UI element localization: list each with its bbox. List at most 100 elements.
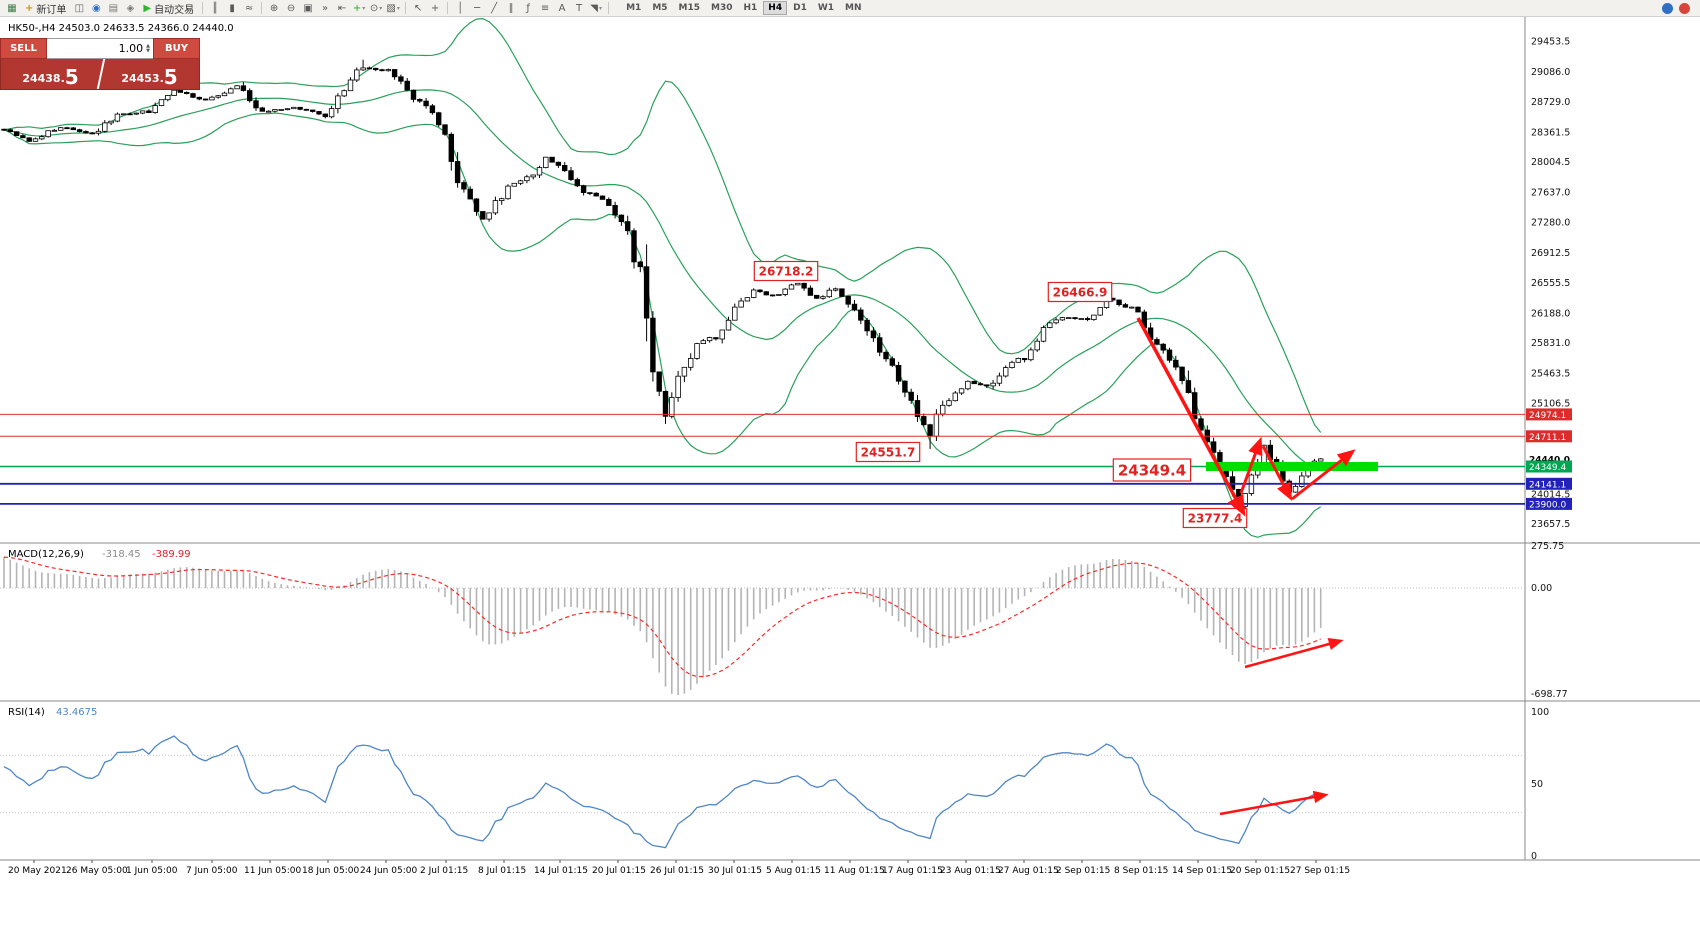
data-window-icon-glyph: ▤ — [108, 2, 119, 14]
sell-price-big-digit: 5 — [64, 65, 79, 89]
market-watch-icon[interactable]: ◉ — [88, 1, 104, 16]
svg-text:25106.5: 25106.5 — [1531, 398, 1570, 409]
price-scale[interactable] — [1525, 16, 1700, 860]
new-order-button[interactable]: + 新订单 — [21, 1, 70, 16]
svg-text:7 Jun 05:00: 7 Jun 05:00 — [186, 866, 238, 876]
cursor-icon[interactable]: ↖ — [410, 1, 426, 16]
timeframe-m5[interactable]: M5 — [652, 3, 668, 13]
toolbar-separator — [447, 2, 449, 14]
svg-text:26555.5: 26555.5 — [1531, 278, 1570, 289]
svg-text:24349.4: 24349.4 — [1118, 461, 1186, 479]
fibonacci-retracement-icon[interactable]: ƒ — [520, 1, 536, 16]
zoom-in-icon[interactable]: ⊕ — [266, 1, 282, 16]
sell-price[interactable]: 24438. 5 — [1, 59, 100, 89]
vertical-line-icon[interactable]: │ — [452, 1, 468, 16]
data-window-icon[interactable]: ▤ — [105, 1, 121, 16]
text-icon[interactable]: A — [554, 1, 570, 16]
buy-price[interactable]: 24453. 5 — [100, 59, 199, 89]
notifications-icon[interactable] — [1679, 2, 1690, 14]
line-chart-icon[interactable]: ≈ — [241, 1, 257, 16]
svg-text:23657.5: 23657.5 — [1531, 519, 1570, 530]
horizontal-line-icon-glyph: ─ — [474, 2, 481, 14]
timeframe-d1[interactable]: D1 — [793, 3, 807, 13]
dropdown-caret-icon: ▾ — [396, 4, 400, 12]
trendline-icon-glyph: ╱ — [491, 2, 498, 14]
community-icon[interactable] — [1662, 2, 1673, 14]
auto-scroll-icon[interactable]: » — [317, 1, 333, 16]
arrows-tool-icon[interactable]: ◥ ▾ — [588, 1, 604, 16]
chart-shift-icon[interactable]: ⇤ — [334, 1, 350, 16]
timeframe-m1[interactable]: M1 — [626, 3, 642, 13]
volume-value: 1.00 — [118, 42, 144, 55]
timeframe-m30[interactable]: M30 — [711, 3, 733, 13]
svg-text:14 Sep 01:15: 14 Sep 01:15 — [1172, 866, 1232, 876]
templates-icon[interactable]: ▧ ▾ — [385, 1, 401, 16]
svg-text:28004.5: 28004.5 — [1531, 157, 1570, 168]
buy-button[interactable]: BUY — [153, 38, 200, 59]
svg-text:26 May 05:00: 26 May 05:00 — [66, 866, 128, 876]
chart-windows-icon[interactable]: ◫ — [71, 1, 87, 16]
svg-text:2 Jul 01:15: 2 Jul 01:15 — [420, 866, 468, 876]
market-watch-icon-glyph: ◉ — [92, 2, 101, 14]
svg-text:0.00: 0.00 — [1531, 583, 1552, 594]
crosshair-icon[interactable]: + — [427, 1, 443, 16]
svg-text:24440.0: 24440.0 — [1529, 455, 1570, 465]
trendline-icon[interactable]: ╱ — [486, 1, 502, 16]
rsi-value: 43.4675 — [56, 707, 97, 718]
volume-input[interactable]: 1.00 ▲ ▼ — [47, 38, 153, 59]
vertical-line-icon-glyph: │ — [457, 2, 464, 14]
sell-button[interactable]: SELL — [0, 38, 47, 59]
text-label-icon[interactable]: T — [571, 1, 587, 16]
timeframe-m15[interactable]: M15 — [678, 3, 701, 13]
bar-chart-icon[interactable]: ║ — [207, 1, 223, 16]
autotrading-button-label: 自动交易 — [154, 4, 195, 16]
tile-windows-icon[interactable]: ▣ — [300, 1, 316, 16]
shapes-icon[interactable]: ≡ — [537, 1, 553, 16]
zoom-out-icon[interactable]: ⊖ — [283, 1, 299, 16]
equidistant-channel-icon[interactable]: ∥ — [503, 1, 519, 16]
toolbar-separator — [202, 2, 204, 14]
new-chart-icon-glyph: ▦ — [7, 2, 17, 14]
periods-icon-glyph: ⊙ — [369, 2, 379, 14]
indicators-icon[interactable]: + ▾ — [351, 1, 367, 16]
price-annotations[interactable]: 26718.2 26466.9 24551.7 24349.4 23777.4 — [753, 260, 1248, 529]
macd-value-main: -318.45 — [102, 549, 141, 560]
svg-text:25463.5: 25463.5 — [1531, 369, 1570, 380]
price-scale-labels: 29453.5 29086.0 28729.0 28361.5 28004.5 27637… — [1531, 37, 1570, 863]
volume-down-arrow-icon[interactable]: ▼ — [146, 47, 150, 54]
toolbar-separator — [608, 2, 610, 14]
support-zone-highlight[interactable] — [1206, 462, 1378, 471]
svg-text:11 Aug 01:15: 11 Aug 01:15 — [824, 866, 885, 876]
horizontal-lines[interactable] — [0, 413, 1525, 505]
autotrading-button[interactable]: ▶ 自动交易 — [139, 1, 198, 16]
svg-text:23900.0: 23900.0 — [1529, 500, 1566, 510]
svg-text:14 Jul 01:15: 14 Jul 01:15 — [534, 866, 588, 876]
svg-text:24 Jun 05:00: 24 Jun 05:00 — [360, 866, 417, 876]
toolbar-separator — [405, 2, 407, 14]
timeframe-w1[interactable]: W1 — [817, 3, 835, 13]
bar-chart-icon-glyph: ║ — [212, 2, 219, 14]
horizontal-line-icon[interactable]: ─ — [469, 1, 485, 16]
periods-icon[interactable]: ⊙ ▾ — [368, 1, 384, 16]
one-click-trading-panel: SELL 1.00 ▲ ▼ BUY 24438. 5 24453. 5 — [0, 38, 200, 90]
time-axis[interactable] — [0, 860, 1700, 878]
timeframe-h4[interactable]: H4 — [763, 1, 788, 15]
timeframe-mn[interactable]: MN — [845, 3, 862, 13]
cursor-icon-glyph: ↖ — [413, 2, 423, 14]
trend-arrows[interactable] — [1136, 317, 1356, 816]
fibonacci-retracement-icon-glyph: ƒ — [526, 2, 530, 14]
timeframe-h1[interactable]: H1 — [743, 3, 758, 13]
new-chart-icon[interactable]: ▦ — [4, 1, 20, 16]
navigator-icon[interactable]: ◈ — [122, 1, 138, 16]
text-label-icon-glyph: T — [576, 2, 583, 14]
svg-text:27 Sep 01:15: 27 Sep 01:15 — [1290, 866, 1350, 876]
zoom-in-icon-glyph: ⊕ — [269, 2, 279, 14]
svg-text:28361.5: 28361.5 — [1531, 127, 1570, 138]
crosshair-icon-glyph: + — [430, 2, 440, 14]
volume-spinner[interactable]: ▲ ▼ — [146, 42, 150, 54]
candlestick-chart-icon[interactable]: ▮ — [224, 1, 240, 16]
svg-text:20 Jul 01:15: 20 Jul 01:15 — [592, 866, 646, 876]
buy-price-big-digit: 5 — [163, 65, 178, 89]
volume-up-arrow-icon[interactable]: ▲ — [146, 42, 150, 49]
